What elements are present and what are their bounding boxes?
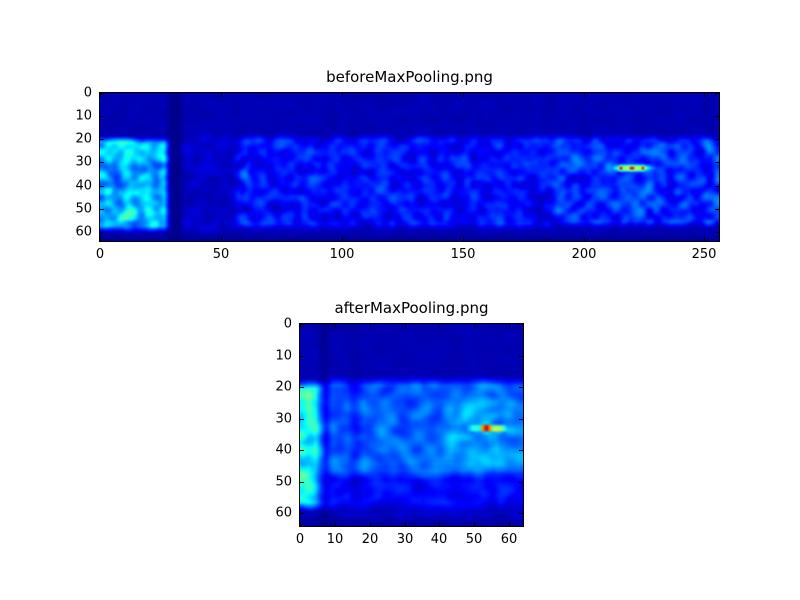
y-tick-label: 10 bbox=[75, 108, 92, 124]
y-tick-mark bbox=[715, 93, 719, 94]
y-tick-label: 60 bbox=[275, 505, 292, 521]
y-tick-label: 60 bbox=[75, 224, 92, 240]
y-tick-mark bbox=[519, 356, 523, 357]
y-tick-label: 0 bbox=[283, 316, 292, 332]
y-tick-mark bbox=[100, 93, 104, 94]
x-tick-mark bbox=[370, 324, 371, 328]
x-tick-label: 30 bbox=[396, 532, 414, 547]
y-tick-mark bbox=[519, 387, 523, 388]
after-maxpooling-axes: afterMaxPooling.png 0 10 20 30 40 50 60 0 10 20 30… bbox=[275, 299, 524, 547]
x-tick-mark bbox=[584, 93, 585, 97]
before-maxpooling-axes: beforeMaxPooling.png 0 50 100 150 200 250 0 10 2… bbox=[75, 68, 720, 262]
x-tick-label: 50 bbox=[212, 247, 230, 262]
x-tick-mark bbox=[463, 237, 464, 241]
y-tick-mark bbox=[715, 209, 719, 210]
y-tick-label: 50 bbox=[275, 474, 292, 490]
x-tick-label: 0 bbox=[295, 532, 305, 547]
y-tick-mark bbox=[300, 387, 304, 388]
y-tick-mark bbox=[300, 419, 304, 420]
y-tick-mark bbox=[715, 139, 719, 140]
x-tick-mark bbox=[342, 93, 343, 97]
x-tick-mark bbox=[439, 324, 440, 328]
x-tick-label: 150 bbox=[450, 247, 476, 262]
x-tick-mark bbox=[300, 324, 301, 328]
x-tick-mark bbox=[474, 522, 475, 526]
x-tick-mark bbox=[509, 522, 510, 526]
x-tick-label: 60 bbox=[500, 532, 518, 547]
before-maxpooling-heatmap bbox=[100, 93, 719, 241]
x-tick-mark bbox=[439, 522, 440, 526]
x-tick-label: 0 bbox=[95, 247, 105, 262]
y-tick-label: 40 bbox=[275, 442, 292, 458]
y-tick-mark bbox=[300, 482, 304, 483]
y-tick-mark bbox=[519, 419, 523, 420]
y-tick-label: 30 bbox=[75, 154, 92, 170]
y-tick-label: 30 bbox=[275, 411, 292, 427]
y-tick-mark bbox=[715, 232, 719, 233]
x-tick-mark bbox=[370, 522, 371, 526]
y-tick-label: 0 bbox=[83, 85, 92, 101]
x-tick-mark bbox=[584, 237, 585, 241]
y-tick-mark bbox=[715, 116, 719, 117]
y-tick-mark bbox=[300, 356, 304, 357]
y-tick-mark bbox=[300, 450, 304, 451]
y-tick-mark bbox=[100, 139, 104, 140]
after-maxpooling-heatmap bbox=[300, 324, 523, 526]
x-tick-label: 40 bbox=[430, 532, 448, 547]
y-tick-mark bbox=[100, 209, 104, 210]
y-tick-mark bbox=[300, 513, 304, 514]
after-maxpooling-title: afterMaxPooling.png bbox=[334, 299, 489, 317]
y-tick-mark bbox=[100, 232, 104, 233]
y-tick-label: 10 bbox=[275, 348, 292, 364]
x-tick-mark bbox=[474, 324, 475, 328]
x-tick-label: 20 bbox=[361, 532, 379, 547]
x-tick-mark bbox=[335, 522, 336, 526]
x-tick-mark bbox=[300, 522, 301, 526]
x-tick-label: 50 bbox=[465, 532, 483, 547]
y-tick-mark bbox=[519, 324, 523, 325]
y-tick-mark bbox=[100, 116, 104, 117]
x-tick-mark bbox=[704, 237, 705, 241]
x-tick-label: 10 bbox=[326, 532, 344, 547]
x-tick-mark bbox=[335, 324, 336, 328]
y-tick-mark bbox=[100, 186, 104, 187]
y-tick-mark bbox=[519, 450, 523, 451]
x-tick-mark bbox=[405, 522, 406, 526]
x-tick-label: 200 bbox=[571, 247, 597, 262]
x-tick-mark bbox=[405, 324, 406, 328]
x-tick-mark bbox=[342, 237, 343, 241]
x-tick-mark bbox=[463, 93, 464, 97]
y-tick-mark bbox=[100, 162, 104, 163]
y-tick-label: 50 bbox=[75, 201, 92, 217]
x-tick-label: 100 bbox=[329, 247, 355, 262]
x-tick-label: 250 bbox=[691, 247, 717, 262]
x-tick-mark bbox=[100, 237, 101, 241]
y-tick-mark bbox=[715, 162, 719, 163]
x-tick-mark bbox=[704, 93, 705, 97]
y-tick-mark bbox=[300, 324, 304, 325]
x-tick-mark bbox=[100, 93, 101, 97]
before-maxpooling-title: beforeMaxPooling.png bbox=[326, 68, 493, 86]
x-tick-mark bbox=[221, 237, 222, 241]
y-tick-mark bbox=[715, 186, 719, 187]
y-tick-mark bbox=[519, 482, 523, 483]
x-tick-mark bbox=[509, 324, 510, 328]
y-tick-label: 20 bbox=[275, 379, 292, 395]
x-tick-mark bbox=[221, 93, 222, 97]
y-tick-label: 20 bbox=[75, 131, 92, 147]
y-tick-label: 40 bbox=[75, 178, 92, 194]
y-tick-mark bbox=[519, 513, 523, 514]
